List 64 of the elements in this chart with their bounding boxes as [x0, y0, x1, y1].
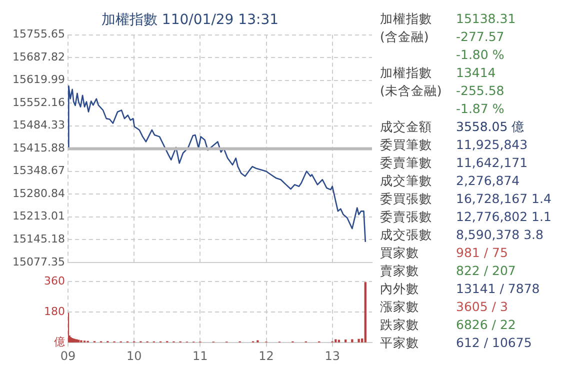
- category-label: (未含金融): [380, 82, 443, 100]
- text: 15138.31: [456, 11, 516, 26]
- text: 3605 / 3: [456, 299, 508, 314]
- y-tick-label: 15484.33: [12, 118, 65, 132]
- category-label: 賣家數: [380, 262, 420, 280]
- text: 3558.05 億: [456, 119, 525, 134]
- y-tick-label: 360: [44, 274, 65, 288]
- category-label: 成交張數: [380, 226, 433, 244]
- bar: [344, 340, 347, 342]
- text: 16,728,167 1.4: [456, 191, 552, 206]
- text: 981 / 75: [456, 245, 508, 260]
- text: 822 / 207: [456, 263, 516, 278]
- text: 6826 / 22: [456, 317, 516, 332]
- text: 13414: [456, 65, 496, 80]
- x-tick-label: 09: [60, 348, 76, 363]
- text: 612 / 10675: [456, 335, 532, 350]
- category-label: 委買張數: [380, 190, 433, 208]
- category-label: 成交筆數: [380, 172, 433, 190]
- text: 11,642,171: [456, 155, 528, 170]
- x-tick-label: 13: [324, 348, 340, 363]
- text: -255.58: [456, 83, 504, 98]
- y-tick-label: 15145.18: [12, 232, 65, 246]
- bar: [338, 340, 340, 342]
- chart-title: 加權指數 110/01/29 13:31: [101, 12, 279, 28]
- text: 11,925,843: [456, 137, 528, 152]
- y-tick-label: 15077.35: [12, 255, 65, 268]
- bar: [334, 339, 337, 342]
- bar: [76, 339, 78, 342]
- category-label: 內外數: [380, 280, 420, 298]
- x-tick-label: 12: [258, 348, 274, 363]
- text: 13141 / 7878: [456, 281, 540, 296]
- y-tick-label: 15280.84: [12, 186, 65, 200]
- text: -277.57: [456, 29, 504, 44]
- text: 12,776,802 1.1: [456, 209, 552, 224]
- category-label: 委賣筆數: [380, 154, 433, 172]
- category-label: 漲家數: [380, 298, 420, 316]
- category-label: 委賣張數: [380, 208, 433, 226]
- y-tick-label: 15213.01: [12, 210, 65, 223]
- bar: [351, 339, 354, 342]
- category-label: 跌家數: [380, 316, 420, 334]
- x-tick-label: 10: [126, 348, 142, 363]
- y-tick-label: 15619.99: [12, 73, 65, 86]
- y-tick-label: 15348.67: [12, 164, 65, 178]
- category-label: 委買筆數: [380, 136, 433, 154]
- bar: [358, 338, 360, 342]
- category-label: 平家數: [380, 334, 420, 352]
- category-label: 成交金額: [380, 118, 433, 136]
- y-tick-label: 15415.88: [12, 142, 65, 155]
- category-label: 加權指數: [380, 10, 433, 28]
- bar: [77, 340, 80, 342]
- category-label: 買家數: [380, 244, 420, 262]
- text: 2,276,874: [456, 173, 520, 188]
- text: -1.80 %: [456, 47, 504, 62]
- bar: [364, 282, 366, 342]
- y-tick-label: 15687.82: [12, 50, 65, 64]
- y-tick-label: 180: [44, 304, 65, 318]
- text: 8,590,378 3.8: [456, 227, 544, 242]
- category-label: (含金融): [380, 28, 430, 46]
- y-tick-label: 15755.65: [12, 28, 65, 41]
- y-tick-label: 億: [54, 335, 65, 348]
- category-label: 加權指數: [380, 64, 433, 82]
- x-tick-label: 11: [192, 348, 208, 363]
- y-tick-label: 15552.16: [12, 96, 65, 109]
- text: -1.87 %: [456, 101, 504, 116]
